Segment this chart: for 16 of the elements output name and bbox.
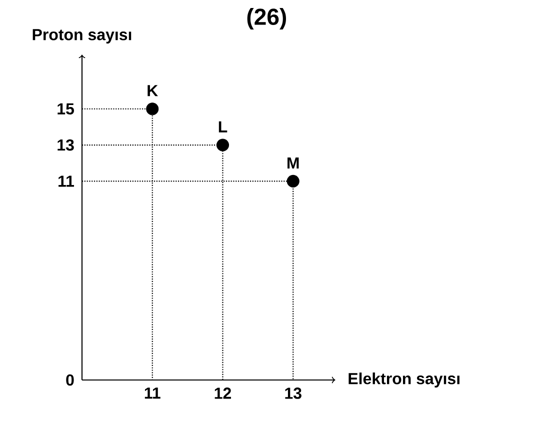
annotation: L [218,121,228,132]
x-tick-label: 11 [144,388,160,399]
annotation: K [148,85,158,96]
chart-title: (26) [247,8,286,30]
y-tick-label: 15 [58,103,74,114]
point [146,102,159,116]
x-axis-title: Elektron sayısı [348,372,460,388]
annotation: M [288,157,299,168]
x-tick-label: 12 [214,388,231,399]
x-tick-label: 13 [285,388,302,399]
point [286,174,300,188]
y-axis-title: Proton sayısı [32,29,132,44]
y-tick-label: 13 [58,139,74,151]
y-tick-label: 11 [58,176,74,187]
y-tick-label: 0 [66,374,74,386]
point [216,138,230,152]
